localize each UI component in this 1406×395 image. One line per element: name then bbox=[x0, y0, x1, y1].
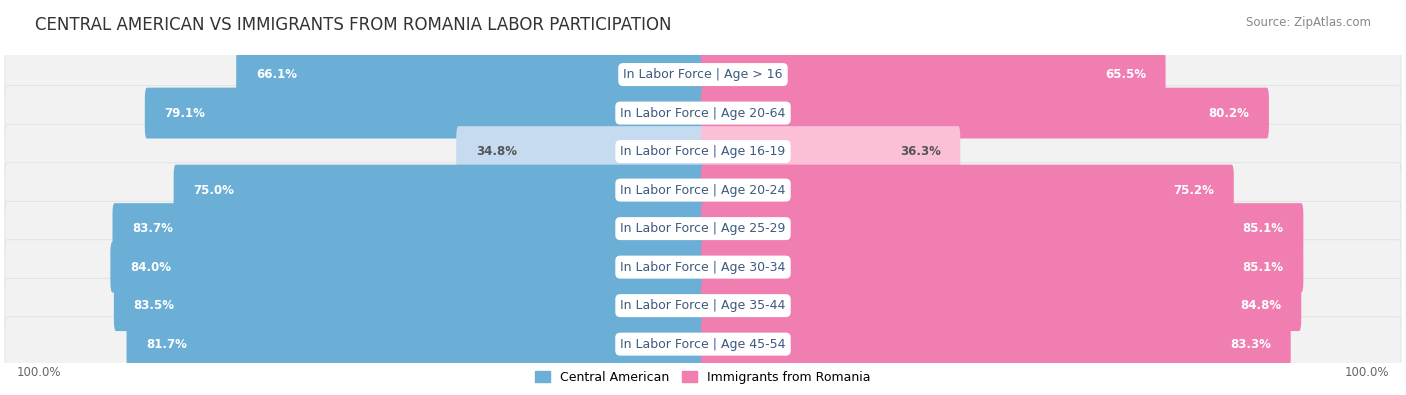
Text: In Labor Force | Age 20-24: In Labor Force | Age 20-24 bbox=[620, 184, 786, 197]
FancyBboxPatch shape bbox=[236, 49, 706, 100]
FancyBboxPatch shape bbox=[702, 165, 1234, 216]
Text: 100.0%: 100.0% bbox=[1344, 366, 1389, 379]
Text: 83.7%: 83.7% bbox=[132, 222, 173, 235]
FancyBboxPatch shape bbox=[6, 240, 1400, 294]
FancyBboxPatch shape bbox=[6, 317, 1400, 371]
Text: In Labor Force | Age 30-34: In Labor Force | Age 30-34 bbox=[620, 261, 786, 274]
FancyBboxPatch shape bbox=[6, 278, 1400, 333]
FancyBboxPatch shape bbox=[702, 319, 1291, 370]
FancyBboxPatch shape bbox=[702, 49, 1166, 100]
FancyBboxPatch shape bbox=[127, 319, 706, 370]
Legend: Central American, Immigrants from Romania: Central American, Immigrants from Romani… bbox=[530, 366, 876, 389]
Text: 34.8%: 34.8% bbox=[475, 145, 517, 158]
Text: In Labor Force | Age 20-64: In Labor Force | Age 20-64 bbox=[620, 107, 786, 120]
FancyBboxPatch shape bbox=[174, 165, 706, 216]
FancyBboxPatch shape bbox=[6, 86, 1400, 140]
Text: In Labor Force | Age 16-19: In Labor Force | Age 16-19 bbox=[620, 145, 786, 158]
FancyBboxPatch shape bbox=[702, 242, 1303, 293]
Text: In Labor Force | Age > 16: In Labor Force | Age > 16 bbox=[623, 68, 783, 81]
FancyBboxPatch shape bbox=[702, 126, 960, 177]
Text: In Labor Force | Age 45-54: In Labor Force | Age 45-54 bbox=[620, 338, 786, 351]
Text: 80.2%: 80.2% bbox=[1208, 107, 1250, 120]
Text: 100.0%: 100.0% bbox=[17, 366, 62, 379]
Text: 75.2%: 75.2% bbox=[1173, 184, 1213, 197]
Text: 84.0%: 84.0% bbox=[131, 261, 172, 274]
Text: In Labor Force | Age 25-29: In Labor Force | Age 25-29 bbox=[620, 222, 786, 235]
Text: CENTRAL AMERICAN VS IMMIGRANTS FROM ROMANIA LABOR PARTICIPATION: CENTRAL AMERICAN VS IMMIGRANTS FROM ROMA… bbox=[35, 16, 672, 34]
FancyBboxPatch shape bbox=[112, 203, 706, 254]
FancyBboxPatch shape bbox=[6, 163, 1400, 217]
Text: 75.0%: 75.0% bbox=[194, 184, 235, 197]
FancyBboxPatch shape bbox=[110, 242, 706, 293]
Text: 36.3%: 36.3% bbox=[900, 145, 941, 158]
FancyBboxPatch shape bbox=[114, 280, 706, 331]
FancyBboxPatch shape bbox=[702, 280, 1302, 331]
FancyBboxPatch shape bbox=[145, 88, 706, 139]
Text: 79.1%: 79.1% bbox=[165, 107, 205, 120]
Text: 84.8%: 84.8% bbox=[1240, 299, 1282, 312]
Text: 85.1%: 85.1% bbox=[1243, 222, 1284, 235]
FancyBboxPatch shape bbox=[702, 203, 1303, 254]
Text: 83.5%: 83.5% bbox=[134, 299, 174, 312]
Text: In Labor Force | Age 35-44: In Labor Force | Age 35-44 bbox=[620, 299, 786, 312]
Text: 81.7%: 81.7% bbox=[146, 338, 187, 351]
Text: Source: ZipAtlas.com: Source: ZipAtlas.com bbox=[1246, 16, 1371, 29]
FancyBboxPatch shape bbox=[6, 124, 1400, 179]
FancyBboxPatch shape bbox=[702, 88, 1268, 139]
Text: 85.1%: 85.1% bbox=[1243, 261, 1284, 274]
FancyBboxPatch shape bbox=[6, 47, 1400, 102]
FancyBboxPatch shape bbox=[457, 126, 706, 177]
Text: 83.3%: 83.3% bbox=[1230, 338, 1271, 351]
Text: 65.5%: 65.5% bbox=[1105, 68, 1146, 81]
FancyBboxPatch shape bbox=[6, 201, 1400, 256]
Text: 66.1%: 66.1% bbox=[256, 68, 297, 81]
